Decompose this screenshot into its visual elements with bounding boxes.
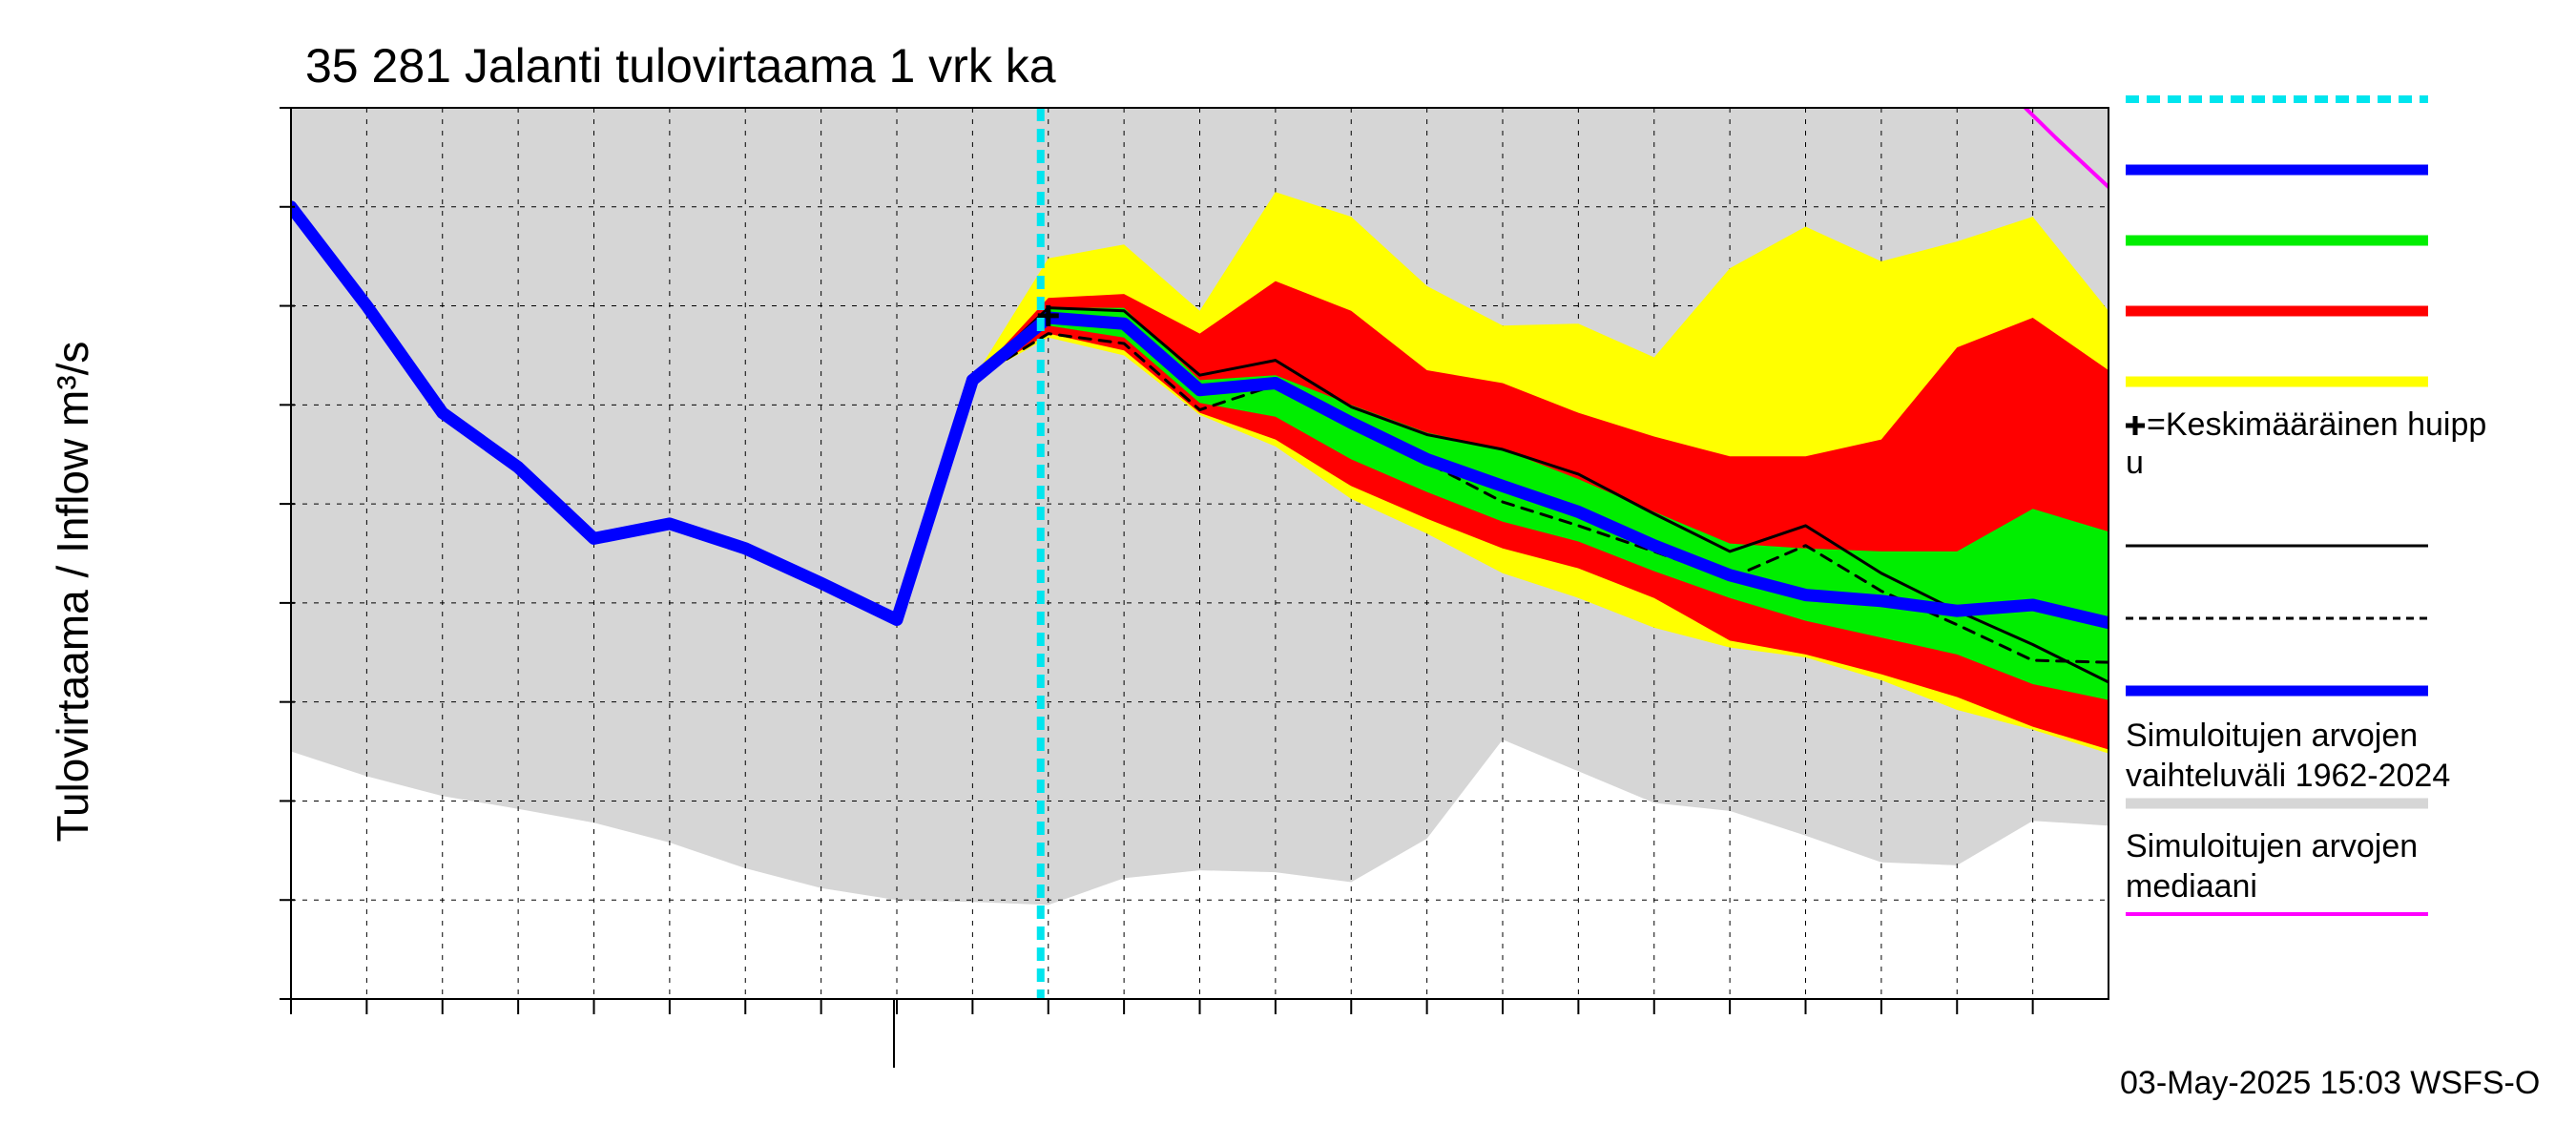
legend-label-line: Simuloitujen arvojen bbox=[2126, 718, 2418, 754]
legend-peak-cross bbox=[2126, 416, 2145, 435]
legend-label-line: u bbox=[2126, 445, 2144, 481]
legend-label-line: Simuloitujen arvojen bbox=[2126, 828, 2418, 864]
series-layer bbox=[291, 108, 2109, 999]
plot-area bbox=[291, 108, 2109, 999]
y-axis-label: Tulovirtaama / Inflow m³/s bbox=[48, 342, 97, 843]
simulated-history-line bbox=[291, 200, 979, 627]
timestamp: 03-May-2025 15:03 WSFS-O bbox=[2120, 1065, 2540, 1101]
deterministic-line bbox=[970, 306, 2109, 684]
legend-label-hist_range: Simuloitujen arvojen vaihteluväli 1962-20… bbox=[2126, 718, 2450, 794]
legend-label-median: Simuloitujen arvojen mediaani bbox=[2126, 828, 2418, 905]
legend-label-line: =Keskimääräinen huipp bbox=[2147, 406, 2486, 443]
axes bbox=[280, 107, 2109, 1068]
median-line bbox=[2023, 108, 2109, 190]
legend: =Keskimääräinen huipp u Simuloitujen arvoj… bbox=[2126, 95, 2486, 916]
legend-label-line: mediaani bbox=[2126, 868, 2257, 905]
legend-label-line: vaihteluväli 1962-2024 bbox=[2126, 758, 2450, 794]
chart-title: 35 281 Jalanti tulovirtaama 1 vrk ka bbox=[305, 39, 1056, 93]
mean-forecast-line bbox=[966, 311, 2109, 630]
mean-peak-marker bbox=[1037, 304, 1059, 326]
legend-label-peak: =Keskimääräinen huipp u bbox=[2126, 406, 2486, 481]
